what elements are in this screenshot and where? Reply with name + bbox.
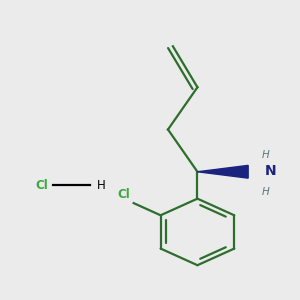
Text: H: H [97, 179, 106, 192]
Text: Cl: Cl [35, 179, 48, 192]
Text: H: H [261, 187, 269, 197]
Text: N: N [265, 164, 276, 178]
Text: Cl: Cl [118, 188, 130, 201]
Polygon shape [197, 165, 248, 178]
Text: H: H [261, 150, 269, 160]
